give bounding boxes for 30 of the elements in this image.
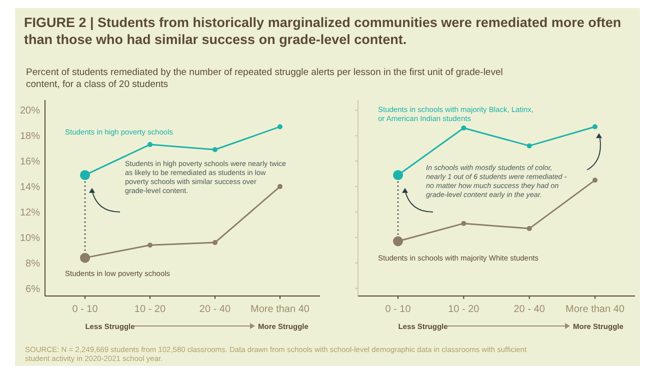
y-tick-label: 8% (26, 258, 40, 270)
chart-subtitle: Percent of students remediated by the number of repeated struggle alerts per lesson in the first unit of grade-level content, for a class of 20 students (26, 67, 503, 90)
x-tick-label: More than 40 (566, 304, 625, 315)
y-tick-label: 12% (20, 208, 40, 218)
point (148, 142, 152, 148)
point (461, 220, 466, 226)
point (526, 226, 532, 232)
y-tick-label: 16% (20, 156, 40, 168)
y-tick-label: 18% (20, 131, 40, 142)
point (526, 143, 532, 148)
x-tick-label: 0 - 10 (72, 304, 98, 315)
x-tick-label: 10 - 20 (134, 304, 166, 315)
y-tick-label: 6% (26, 284, 40, 295)
y-tick-label: 14% (20, 182, 40, 194)
x-tick-label: More than 40 (250, 304, 310, 315)
point (278, 184, 282, 190)
x-tick-label: 10 - 20 (448, 304, 480, 315)
y-tick-label: 10% (20, 232, 40, 244)
point (461, 126, 466, 130)
point (212, 147, 218, 152)
x-tick-label: 20 - 40 (514, 304, 546, 315)
point (212, 240, 218, 246)
point (278, 124, 282, 130)
x-tick-label: 20 - 40 (199, 304, 231, 315)
y-tick-label: 20% (20, 106, 40, 117)
x-tick-label: 0 - 10 (385, 304, 412, 315)
point (148, 242, 152, 248)
point (592, 124, 598, 130)
point (592, 178, 598, 183)
chart-title: FIGURE 2 | Students from historically marginalized communities were remediated more often than those who had similar success on grade-level content. (24, 15, 622, 47)
